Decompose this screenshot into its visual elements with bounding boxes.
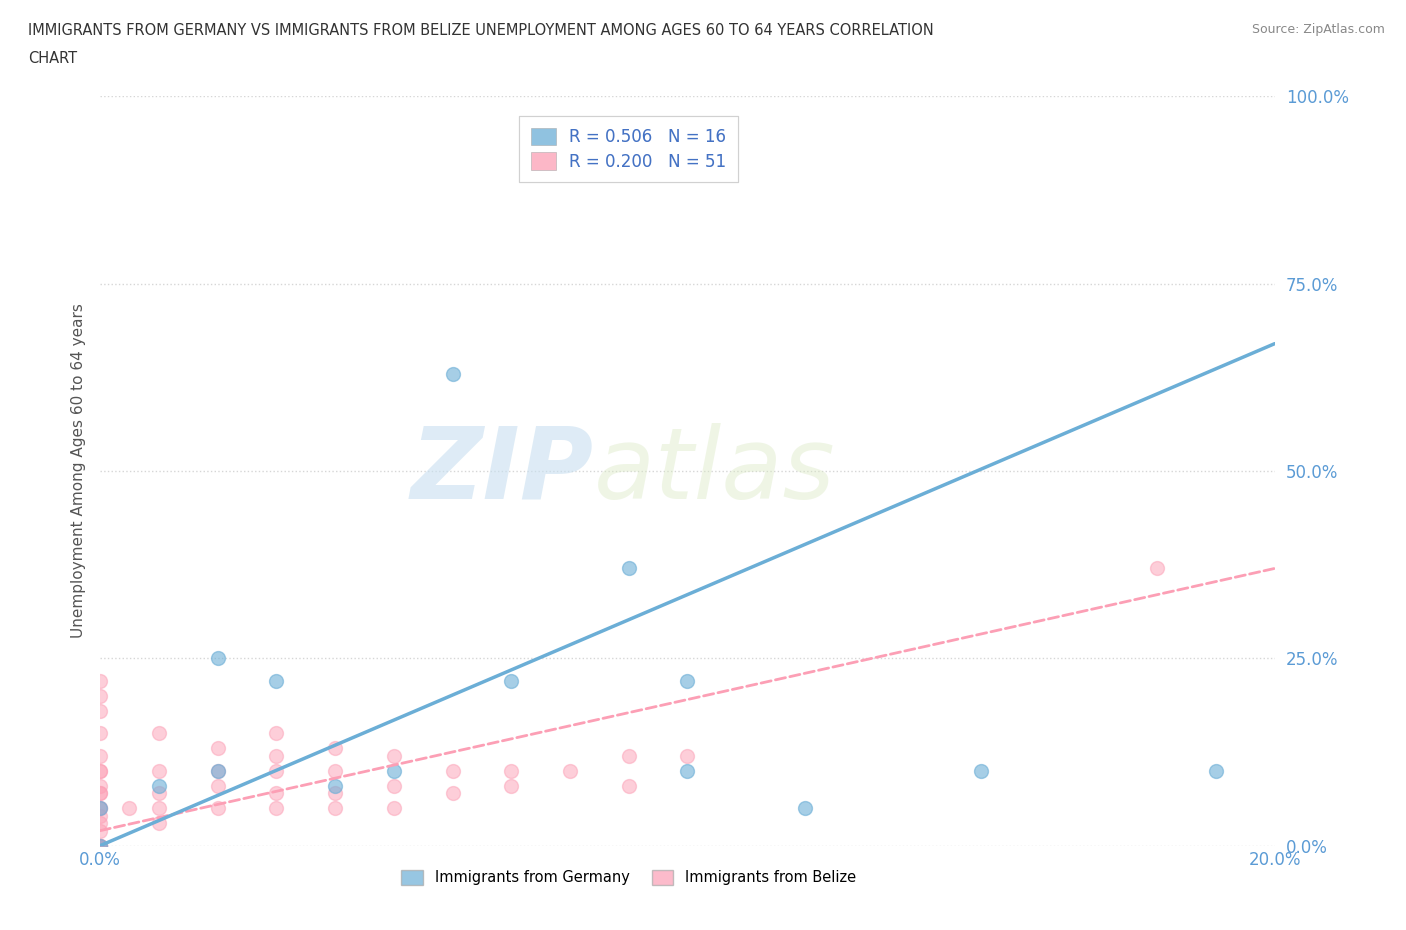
- Point: [89, 816, 111, 830]
- Y-axis label: Unemployment Among Ages 60 to 64 years: Unemployment Among Ages 60 to 64 years: [72, 303, 86, 639]
- Point: [266, 725, 288, 740]
- Point: [266, 786, 288, 801]
- Point: [323, 741, 346, 756]
- Point: [207, 651, 229, 666]
- Point: [382, 764, 405, 778]
- Point: [148, 725, 170, 740]
- Point: [207, 764, 229, 778]
- Point: [558, 764, 581, 778]
- Point: [266, 764, 288, 778]
- Point: [676, 673, 699, 688]
- Point: [89, 764, 111, 778]
- Point: [501, 673, 523, 688]
- Point: [148, 786, 170, 801]
- Text: Source: ZipAtlas.com: Source: ZipAtlas.com: [1251, 23, 1385, 36]
- Point: [1205, 764, 1227, 778]
- Text: CHART: CHART: [28, 51, 77, 66]
- Point: [148, 801, 170, 816]
- Point: [793, 801, 815, 816]
- Text: atlas: atlas: [593, 422, 835, 520]
- Point: [89, 764, 111, 778]
- Text: IMMIGRANTS FROM GERMANY VS IMMIGRANTS FROM BELIZE UNEMPLOYMENT AMONG AGES 60 TO : IMMIGRANTS FROM GERMANY VS IMMIGRANTS FR…: [28, 23, 934, 38]
- Point: [382, 749, 405, 764]
- Point: [441, 764, 464, 778]
- Point: [89, 801, 111, 816]
- Point: [970, 764, 993, 778]
- Point: [323, 801, 346, 816]
- Point: [266, 749, 288, 764]
- Point: [148, 764, 170, 778]
- Point: [148, 816, 170, 830]
- Point: [207, 778, 229, 793]
- Point: [89, 786, 111, 801]
- Point: [266, 673, 288, 688]
- Point: [207, 801, 229, 816]
- Point: [207, 741, 229, 756]
- Point: [89, 725, 111, 740]
- Point: [89, 808, 111, 823]
- Point: [1146, 561, 1168, 576]
- Point: [89, 838, 111, 853]
- Point: [382, 778, 405, 793]
- Point: [89, 703, 111, 718]
- Point: [617, 749, 640, 764]
- Point: [207, 764, 229, 778]
- Point: [89, 838, 111, 853]
- Legend: R = 0.506   N = 16, R = 0.200   N = 51: R = 0.506 N = 16, R = 0.200 N = 51: [519, 116, 738, 182]
- Point: [501, 778, 523, 793]
- Point: [89, 801, 111, 816]
- Point: [441, 366, 464, 381]
- Point: [89, 778, 111, 793]
- Point: [676, 749, 699, 764]
- Point: [501, 764, 523, 778]
- Point: [617, 561, 640, 576]
- Point: [89, 749, 111, 764]
- Point: [148, 778, 170, 793]
- Point: [89, 673, 111, 688]
- Text: ZIP: ZIP: [411, 422, 593, 520]
- Point: [266, 801, 288, 816]
- Point: [382, 801, 405, 816]
- Point: [89, 838, 111, 853]
- Point: [89, 688, 111, 703]
- Point: [89, 823, 111, 838]
- Point: [89, 838, 111, 853]
- Point: [441, 786, 464, 801]
- Point: [323, 786, 346, 801]
- Point: [89, 838, 111, 853]
- Point: [89, 801, 111, 816]
- Point: [118, 801, 141, 816]
- Point: [89, 838, 111, 853]
- Point: [323, 778, 346, 793]
- Point: [617, 778, 640, 793]
- Point: [676, 764, 699, 778]
- Point: [323, 764, 346, 778]
- Point: [89, 786, 111, 801]
